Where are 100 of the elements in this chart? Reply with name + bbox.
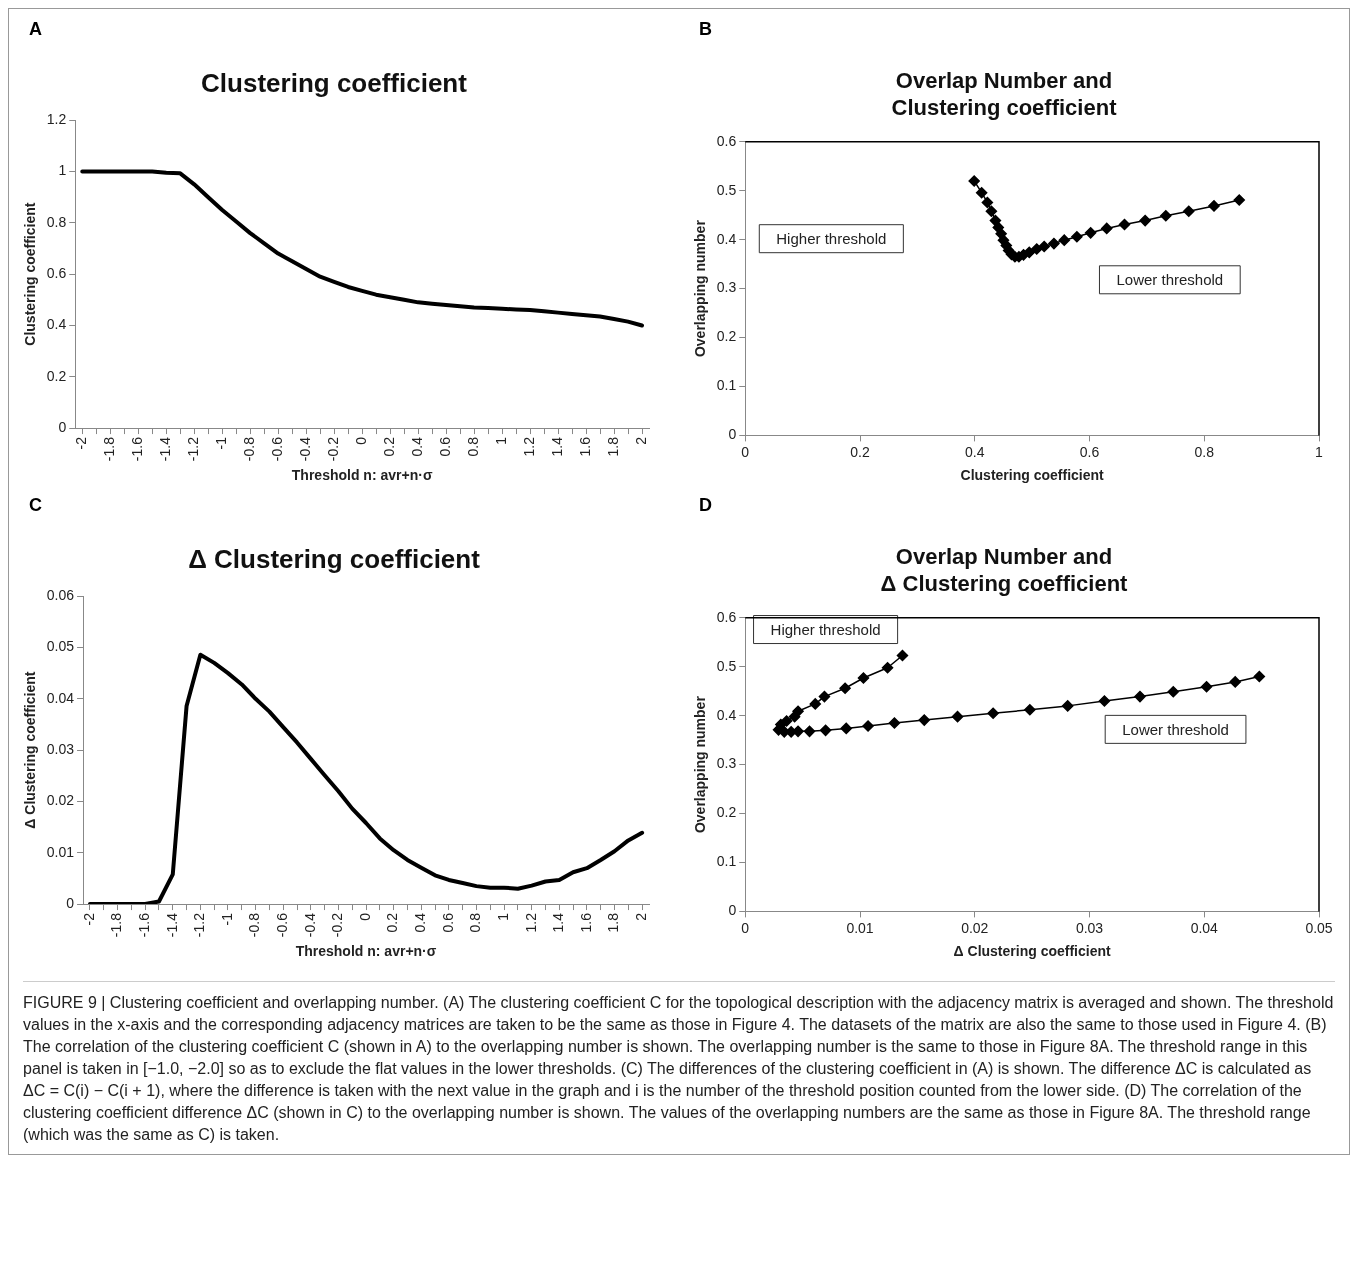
x-tick-label: 0.2 xyxy=(380,436,397,457)
y-axis-title: Overlapping number xyxy=(692,219,709,358)
x-tick-label: 1.6 xyxy=(577,912,594,933)
y-tick-label: 0.2 xyxy=(716,328,737,345)
y-tick-label: 0.2 xyxy=(46,367,67,384)
point xyxy=(1167,685,1180,698)
x-tick-label: -1.6 xyxy=(136,912,153,938)
chart-title: Δ Clustering coefficient xyxy=(188,543,481,574)
point xyxy=(1200,681,1213,693)
point xyxy=(1061,700,1074,712)
annotation: Higher threshold xyxy=(776,229,887,247)
point xyxy=(987,707,999,719)
y-tick-label: 0.02 xyxy=(46,792,75,809)
point xyxy=(981,196,994,209)
x-tick-label: 0.02 xyxy=(961,919,989,936)
x-tick-label: -2 xyxy=(80,912,97,926)
x-tick-label: 0.8 xyxy=(467,912,484,933)
point xyxy=(1084,227,1097,239)
point xyxy=(1253,670,1266,683)
point xyxy=(918,714,931,726)
y-tick-label: 0.04 xyxy=(46,689,75,706)
point xyxy=(1048,237,1060,250)
annotation: Higher threshold xyxy=(770,620,881,638)
y-tick-label: 0.6 xyxy=(46,265,67,281)
point xyxy=(857,672,870,684)
y-axis-title: Overlapping number xyxy=(692,695,709,834)
caption: FIGURE 9 | Clustering coefficient and overlapping number. (A) The clustering coefficient C for the topological description with the adjacency matrix is averaged and shown. The threshold values in the x-axis and the corresponding adjacency matrices are taken to be the same as those in Figure 4. The datasets of the matrix are also the same to those used in Figure 4. (B) The correlation of the clustering coefficient C (shown in A) to the overlapping number is shown. The overlapping number is the same to those in Figure 8A. The threshold range in this panel is taken in [−1.0, −2.0] so as to exclude the flat values in the lower thresholds. (C) The differences of the clustering coefficient in (A) is shown. The difference ΔC is calculated as ΔC = C(i) − C(i + 1), where the difference is taken with the next value in the graph and i is the number of the threshold position counted from the lower side. (D) The correlation of the clustering coefficient difference ΔC (shown in C) to the overlapping number is shown. The values of the overlapping numbers are the same as those in Figure 8A. The threshold range (which was the same as C) is taken. xyxy=(23,981,1335,1146)
point xyxy=(951,710,964,723)
x-tick-label: 0.6 xyxy=(1079,443,1100,460)
x-tick-label: 0.2 xyxy=(850,443,870,460)
y-tick-label: 0.05 xyxy=(46,638,75,655)
x-tick-label: 0 xyxy=(352,436,369,445)
x-tick-label: 0 xyxy=(356,912,373,921)
text: C xyxy=(29,495,42,516)
x-tick-label: 1 xyxy=(492,436,509,445)
y-tick-label: 0.5 xyxy=(716,181,737,198)
x-tick-label: 1.4 xyxy=(550,912,567,933)
x-tick-label: 0.03 xyxy=(1075,919,1104,936)
x-tick-label: 1 xyxy=(494,912,511,921)
y-tick-label: 0.8 xyxy=(46,213,67,230)
x-tick-label: 0.4 xyxy=(412,912,429,933)
x-tick-label: 1.8 xyxy=(604,436,621,457)
point xyxy=(1139,214,1151,227)
x-axis-title: Threshold n: avr+n·σ xyxy=(291,467,433,484)
x-tick-label: 1.2 xyxy=(522,912,539,933)
x-tick-label: 0.8 xyxy=(1194,443,1215,460)
text: D xyxy=(699,495,712,516)
x-tick-label: 1.6 xyxy=(576,436,593,457)
x-tick-label: 2 xyxy=(632,912,649,921)
x-tick-label: -0.4 xyxy=(301,912,318,938)
point xyxy=(1098,695,1111,707)
x-tick-label: -1 xyxy=(213,436,230,450)
x-tick-label: 0 xyxy=(741,443,750,460)
y-tick-label: 1.2 xyxy=(46,111,67,128)
x-tick-label: 0.01 xyxy=(846,919,874,936)
x-tick-label: -0.2 xyxy=(329,912,346,938)
x-tick-label: 1.8 xyxy=(605,912,622,933)
x-tick-label: -1.4 xyxy=(163,912,180,938)
y-tick-label: 0.06 xyxy=(46,587,75,604)
point xyxy=(881,661,894,674)
y-tick-label: 0.01 xyxy=(46,843,75,860)
y-tick-label: 0.03 xyxy=(46,741,75,757)
chart-title: Overlap Number and Clustering coefficient xyxy=(891,68,1118,120)
x-tick-label: 1.2 xyxy=(520,436,537,457)
point xyxy=(809,698,822,710)
y-axis-title: Clustering coefficient xyxy=(22,202,39,346)
x-tick-label: 0.6 xyxy=(436,436,453,457)
y-tick-label: 0.6 xyxy=(716,608,737,625)
x-tick-label: -0.6 xyxy=(274,912,291,938)
x-tick-label: -0.8 xyxy=(241,436,258,462)
x-tick-label: -1 xyxy=(218,912,235,926)
x-axis-title: Threshold n: avr+n·σ xyxy=(295,943,437,960)
point xyxy=(1233,194,1245,206)
point xyxy=(803,725,816,738)
point xyxy=(1208,200,1220,212)
x-tick-label: 2 xyxy=(632,436,649,445)
text: B xyxy=(699,19,712,40)
y-tick-label: 0.1 xyxy=(716,377,737,394)
x-tick-label: 0 xyxy=(741,919,750,936)
x-tick-label: -1.8 xyxy=(108,912,125,938)
annotation: Lower threshold xyxy=(1116,270,1224,288)
point xyxy=(896,649,909,662)
y-tick-label: 0.4 xyxy=(716,706,737,723)
y-tick-label: 0.4 xyxy=(716,230,737,247)
y-tick-label: 0.2 xyxy=(716,804,737,821)
point xyxy=(1071,230,1083,243)
x-tick-label: 0.4 xyxy=(408,436,425,457)
x-tick-label: -1.8 xyxy=(101,436,118,462)
point xyxy=(862,720,874,732)
chart-title: Overlap Number and Δ Clustering coefficient xyxy=(880,544,1129,596)
y-tick-label: 0.6 xyxy=(716,132,737,149)
point xyxy=(818,690,831,703)
x-tick-label: -0.6 xyxy=(269,436,286,462)
x-tick-label: -0.2 xyxy=(325,436,341,462)
y-tick-label: 0.3 xyxy=(716,279,737,296)
point xyxy=(968,175,980,187)
point xyxy=(1058,234,1071,246)
y-tick-label: 0.4 xyxy=(46,316,67,333)
point xyxy=(839,682,851,695)
x-tick-label: -1.2 xyxy=(185,436,202,462)
